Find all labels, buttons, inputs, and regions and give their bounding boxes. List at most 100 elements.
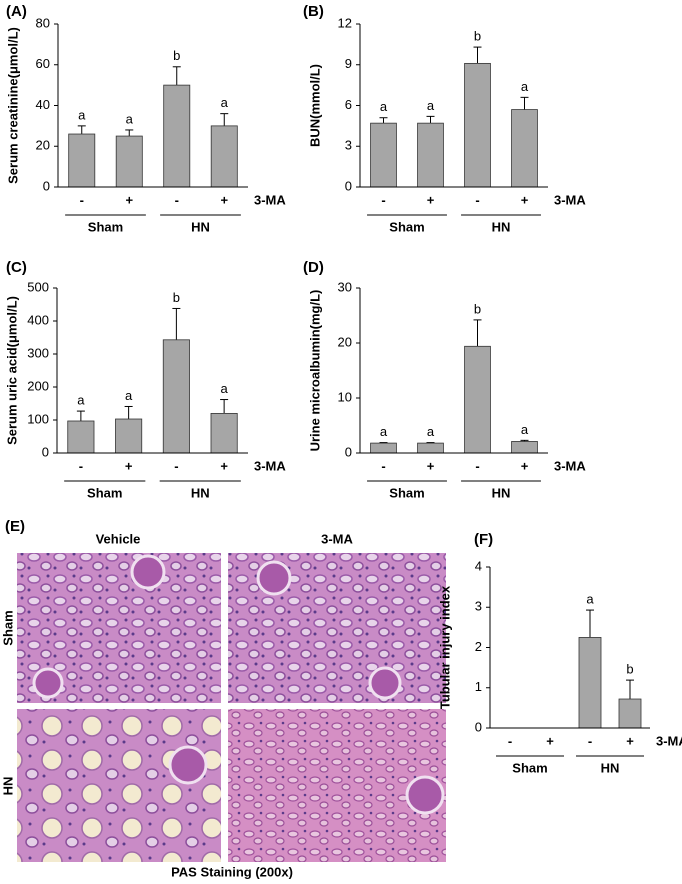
column-label: 3-MA bbox=[321, 531, 353, 546]
glomerulus bbox=[256, 560, 292, 596]
bar bbox=[115, 418, 143, 454]
bar bbox=[163, 84, 191, 188]
y-axis-label: Serum creatinine(μmol/L) bbox=[5, 27, 20, 184]
y-tick-label: 4 bbox=[475, 558, 482, 573]
x-tick-label: + bbox=[427, 192, 435, 207]
group-label: HN bbox=[492, 485, 511, 500]
y-tick-label: 500 bbox=[27, 279, 49, 294]
y-tick-label: 400 bbox=[27, 312, 49, 327]
caption: PAS Staining (200x) bbox=[171, 864, 293, 879]
bar bbox=[162, 339, 190, 454]
x-tick-label: + bbox=[521, 458, 529, 473]
y-tick-label: 3 bbox=[345, 138, 352, 153]
y-tick-label: 30 bbox=[338, 279, 352, 294]
y-tick-label: 9 bbox=[345, 56, 352, 71]
y-tick-label: 0 bbox=[42, 444, 49, 459]
treatment-label: 3-MA bbox=[554, 192, 586, 207]
significance-letter: a bbox=[427, 98, 435, 113]
bar bbox=[464, 345, 491, 454]
panel-label: (D) bbox=[303, 259, 324, 276]
significance-letter: b bbox=[474, 301, 481, 316]
y-tick-label: 80 bbox=[36, 15, 50, 30]
y-tick-label: 3 bbox=[475, 599, 482, 614]
group-label: Sham bbox=[389, 219, 424, 234]
y-tick-label: 0 bbox=[345, 178, 352, 193]
y-axis-label: BUN(mmol/L) bbox=[307, 64, 322, 147]
significance-letter: a bbox=[221, 381, 229, 396]
y-tick-label: 40 bbox=[36, 97, 50, 112]
group-label: HN bbox=[492, 219, 511, 234]
bar bbox=[511, 441, 538, 454]
treatment-label: 3-MA bbox=[254, 458, 286, 473]
group-label: Sham bbox=[87, 485, 122, 500]
significance-letter: a bbox=[126, 111, 134, 126]
y-tick-label: 60 bbox=[36, 56, 50, 71]
y-tick-label: 20 bbox=[338, 334, 352, 349]
significance-letter: b bbox=[173, 290, 180, 305]
x-tick-label: - bbox=[381, 192, 385, 207]
column-label: Vehicle bbox=[96, 531, 141, 546]
y-axis-label: Tubular injury index bbox=[437, 585, 452, 709]
group-label: Sham bbox=[88, 219, 123, 234]
x-tick-label: + bbox=[521, 192, 529, 207]
significance-letter: a bbox=[586, 592, 594, 607]
bar bbox=[210, 125, 238, 188]
x-tick-label: + bbox=[125, 192, 133, 207]
bar bbox=[578, 637, 602, 729]
y-tick-label: 6 bbox=[345, 97, 352, 112]
panel-label: (E) bbox=[5, 518, 25, 535]
y-tick-label: 0 bbox=[345, 444, 352, 459]
bar bbox=[67, 420, 95, 454]
bar bbox=[370, 122, 397, 188]
micrograph-panel: (E) Vehicle 3-MA Sham HN PAS Staining (2… bbox=[0, 518, 446, 879]
x-tick-label: - bbox=[475, 458, 479, 473]
treatment-label: 3-MA bbox=[554, 458, 586, 473]
significance-letter: a bbox=[78, 107, 86, 122]
bar bbox=[68, 133, 96, 188]
panel-label: (F) bbox=[474, 531, 493, 548]
bar bbox=[115, 135, 143, 188]
micrograph bbox=[17, 709, 221, 862]
significance-letter: b bbox=[626, 662, 633, 677]
significance-letter: b bbox=[474, 29, 481, 44]
x-tick-label: - bbox=[475, 192, 479, 207]
glomerulus bbox=[130, 554, 166, 590]
glomerulus bbox=[368, 666, 402, 700]
x-tick-label: + bbox=[427, 458, 435, 473]
glomerulus bbox=[168, 745, 208, 785]
y-tick-label: 20 bbox=[36, 138, 50, 153]
bar bbox=[417, 442, 444, 454]
significance-letter: a bbox=[521, 422, 529, 437]
panel-label: (B) bbox=[303, 3, 324, 20]
y-tick-label: 1 bbox=[475, 679, 482, 694]
x-tick-label: - bbox=[175, 192, 179, 207]
treatment-label: 3-MA bbox=[656, 733, 682, 748]
y-tick-label: 0 bbox=[475, 719, 482, 734]
x-tick-label: - bbox=[508, 733, 512, 748]
group-label: HN bbox=[191, 485, 210, 500]
glomerulus bbox=[405, 775, 445, 815]
panel-label: (A) bbox=[6, 3, 27, 20]
y-tick-label: 200 bbox=[27, 378, 49, 393]
bar bbox=[464, 62, 491, 188]
group-label: Sham bbox=[389, 485, 424, 500]
bar bbox=[417, 122, 444, 188]
significance-letter: a bbox=[125, 388, 133, 403]
significance-letter: a bbox=[521, 79, 529, 94]
group-label: HN bbox=[601, 760, 620, 775]
x-tick-label: + bbox=[546, 733, 554, 748]
x-tick-label: + bbox=[220, 192, 228, 207]
treatment-label: 3-MA bbox=[254, 192, 286, 207]
group-label: Sham bbox=[512, 760, 547, 775]
significance-letter: a bbox=[380, 424, 388, 439]
x-tick-label: - bbox=[79, 458, 83, 473]
significance-letter: a bbox=[427, 424, 435, 439]
x-tick-label: + bbox=[125, 458, 133, 473]
significance-letter: a bbox=[380, 99, 388, 114]
significance-letter: a bbox=[77, 393, 85, 408]
row-label: Sham bbox=[0, 610, 15, 645]
y-tick-label: 300 bbox=[27, 345, 49, 360]
y-axis-label: Serum uric acid(μmol/L) bbox=[4, 296, 19, 445]
x-tick-label: - bbox=[588, 733, 592, 748]
